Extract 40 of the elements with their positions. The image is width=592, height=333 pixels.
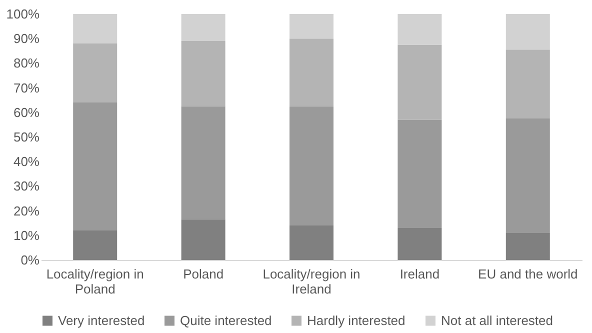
bar	[181, 41, 226, 106]
bar	[181, 106, 226, 220]
y-tick-label: 10%	[13, 228, 40, 243]
x-tick-label: Locality/region in Poland	[46, 266, 144, 296]
x-tick-label: EU and the world	[478, 266, 578, 282]
bar	[73, 44, 118, 103]
y-tick-label: 60%	[13, 104, 40, 120]
y-tick-label: 90%	[13, 31, 40, 46]
bar	[73, 230, 118, 260]
x-tick-label: Locality/region in Ireland	[262, 266, 360, 296]
legend-label: Very interested	[58, 312, 145, 328]
bar	[290, 106, 334, 226]
bar	[290, 226, 334, 260]
bar	[290, 38, 334, 106]
bar	[290, 14, 334, 39]
y-tick-label: 0%	[20, 252, 40, 268]
bar	[506, 14, 550, 50]
bar	[181, 14, 226, 42]
x-tick-label: Ireland	[400, 266, 440, 282]
bar	[506, 50, 550, 119]
bar	[181, 219, 226, 260]
y-tick-label: 80%	[13, 56, 40, 71]
legend-label: Quite interested	[180, 312, 272, 328]
y-tick-label: 50%	[13, 130, 40, 144]
bar	[73, 102, 118, 230]
y-tick-label: 20%	[13, 203, 40, 218]
y-tick-label: 100%	[6, 6, 40, 22]
bar	[398, 44, 442, 120]
legend-label: Not at all interested	[441, 312, 554, 328]
bar	[398, 228, 442, 260]
x-tick-label: Poland	[183, 266, 224, 282]
bar	[398, 14, 442, 45]
bar	[73, 14, 118, 44]
y-tick-label: 30%	[13, 178, 40, 194]
bar	[398, 120, 442, 228]
legend-label: Hardly interested	[307, 312, 406, 328]
y-tick-label: 40%	[13, 154, 40, 170]
bar	[506, 232, 550, 260]
y-tick-label: 70%	[13, 80, 40, 96]
bar	[506, 118, 550, 233]
